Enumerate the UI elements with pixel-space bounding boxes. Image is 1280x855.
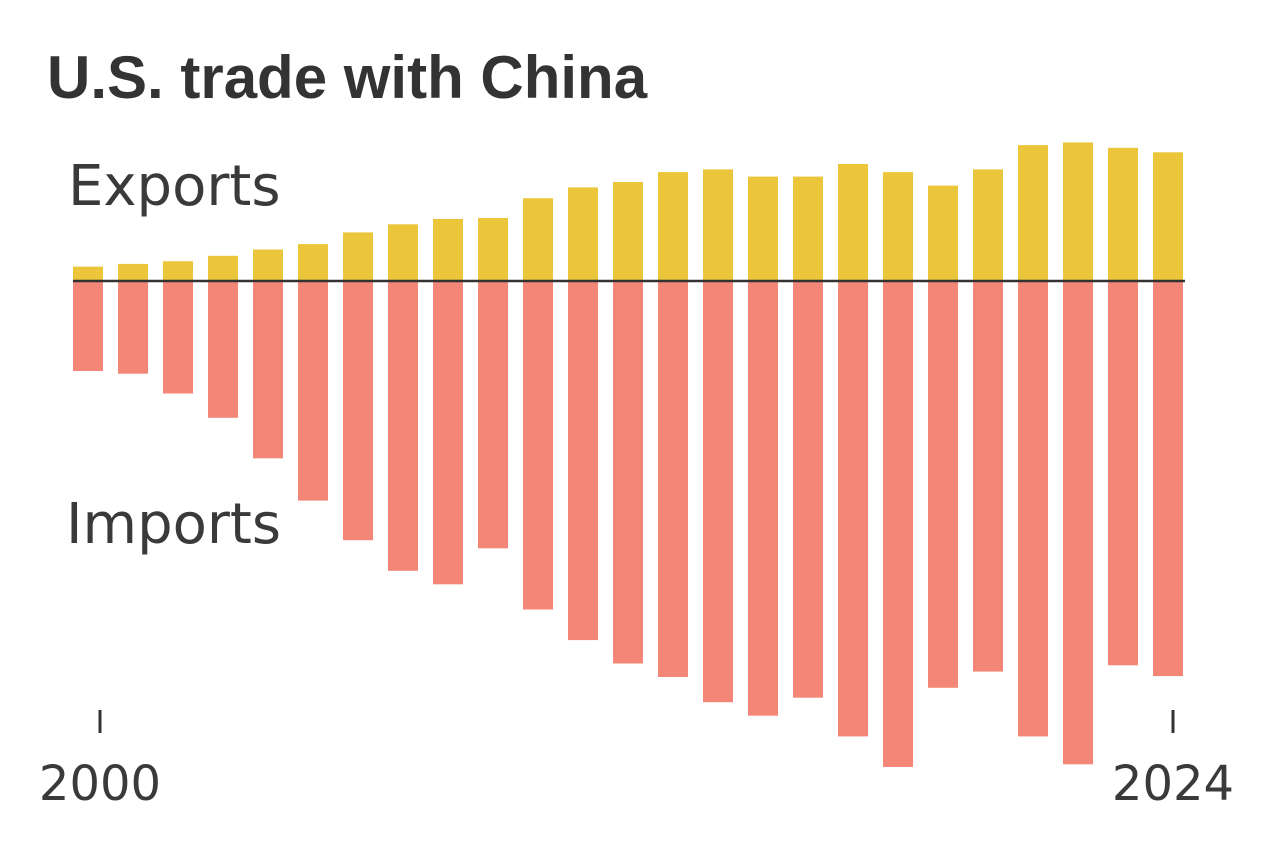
- import-bar-2013: [658, 281, 688, 677]
- import-bar-2009: [478, 281, 508, 549]
- import-bar-2004: [253, 281, 283, 459]
- export-bar-2014: [703, 169, 733, 281]
- export-bar-2009: [478, 218, 508, 281]
- export-bar-2002: [163, 261, 193, 281]
- import-bar-2014: [703, 281, 733, 703]
- import-bar-2011: [568, 281, 598, 641]
- export-bar-2012: [613, 182, 643, 281]
- export-bar-2005: [298, 244, 328, 281]
- export-bar-2023: [1108, 147, 1138, 281]
- export-bar-2003: [208, 255, 238, 281]
- import-bar-2008: [433, 281, 463, 585]
- export-bar-2018: [883, 172, 913, 281]
- import-bar-2006: [343, 281, 373, 541]
- import-bar-2012: [613, 281, 643, 664]
- export-bar-2008: [433, 218, 463, 281]
- export-bar-2024: [1153, 152, 1183, 281]
- import-bar-2016: [793, 281, 823, 698]
- import-bar-2024: [1153, 281, 1183, 677]
- export-bar-2020: [973, 169, 1003, 281]
- export-bar-2015: [748, 176, 778, 281]
- export-bar-2019: [928, 185, 958, 281]
- export-bar-2016: [793, 176, 823, 281]
- import-bar-2003: [208, 281, 238, 418]
- exports-label: Exports: [68, 154, 281, 219]
- import-bar-2001: [118, 281, 148, 374]
- import-bar-2015: [748, 281, 778, 716]
- import-bar-2022: [1063, 281, 1093, 765]
- import-bar-2021: [1018, 281, 1048, 737]
- imports-label: Imports: [66, 492, 281, 557]
- import-bar-2020: [973, 281, 1003, 672]
- export-bar-2004: [253, 249, 283, 281]
- x-tick-label-2024: 2024: [1112, 756, 1234, 812]
- export-bar-2013: [658, 172, 688, 281]
- export-bar-2010: [523, 198, 553, 281]
- export-bar-2017: [838, 164, 868, 281]
- x-tick-label-2000: 2000: [39, 756, 161, 812]
- import-bar-2010: [523, 281, 553, 610]
- export-bar-2022: [1063, 142, 1093, 281]
- import-bar-2018: [883, 281, 913, 767]
- import-bar-2002: [163, 281, 193, 394]
- export-bar-2006: [343, 232, 373, 281]
- import-bar-2023: [1108, 281, 1138, 666]
- import-bar-2005: [298, 281, 328, 501]
- export-bar-2011: [568, 187, 598, 281]
- import-bar-2017: [838, 281, 868, 737]
- export-bar-2007: [388, 224, 418, 281]
- export-bar-2021: [1018, 145, 1048, 281]
- import-bar-2019: [928, 281, 958, 688]
- export-bar-2000: [73, 266, 103, 281]
- bars-group: [73, 142, 1183, 767]
- import-bar-2000: [73, 281, 103, 371]
- chart-title: U.S. trade with China: [47, 44, 648, 111]
- import-bar-2007: [388, 281, 418, 571]
- export-bar-2001: [118, 263, 148, 281]
- x-axis-ticks: 2000 2024: [39, 710, 1234, 812]
